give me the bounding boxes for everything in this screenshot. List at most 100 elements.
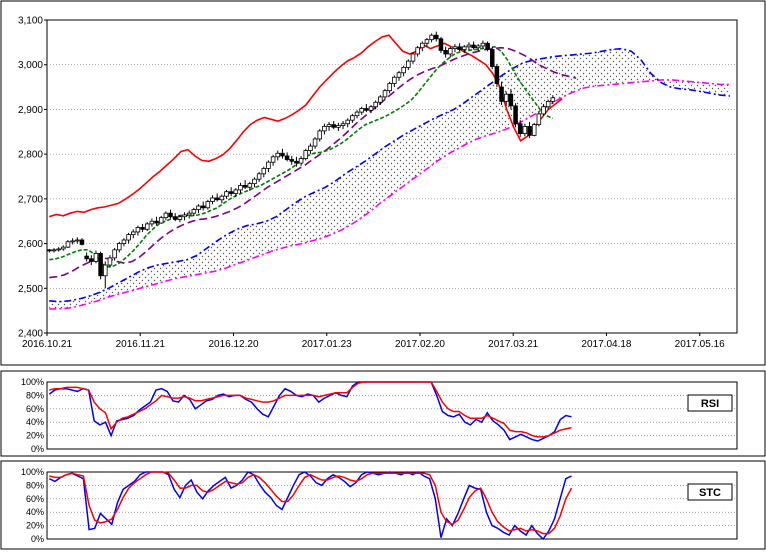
price-y-tick-label: 3,100 bbox=[18, 16, 43, 27]
candle-body bbox=[112, 249, 117, 259]
candle-body bbox=[261, 168, 267, 175]
candle-body bbox=[513, 105, 518, 125]
price-x-tick-label: 2016.11.21 bbox=[116, 339, 166, 350]
price-x-tick-label: 2017.03.21 bbox=[488, 339, 538, 350]
rsi-legend-label: RSI bbox=[701, 398, 719, 410]
candle-body bbox=[149, 220, 155, 225]
candle-body bbox=[242, 185, 248, 188]
candle-body bbox=[452, 46, 458, 50]
candle-body bbox=[154, 220, 159, 224]
candle-body bbox=[499, 86, 504, 102]
candle-body bbox=[65, 241, 71, 248]
candle-body bbox=[47, 249, 52, 252]
candle-body bbox=[210, 197, 215, 202]
candle-body bbox=[182, 214, 187, 218]
candle-body bbox=[415, 47, 420, 55]
stc-series-blue-line bbox=[48, 471, 572, 541]
candle-body bbox=[219, 195, 225, 201]
candle-body bbox=[434, 34, 439, 40]
candle-body bbox=[252, 178, 257, 185]
stc-y-tick-label: 80% bbox=[26, 480, 44, 490]
candle-body bbox=[527, 126, 532, 136]
candle-body bbox=[475, 45, 481, 49]
candle-body bbox=[294, 160, 299, 164]
price-x-tick-label: 2016.10.21 bbox=[22, 339, 72, 350]
candle-body bbox=[205, 201, 211, 209]
price-x-tick-label: 2017.04.18 bbox=[581, 339, 631, 350]
candle-body bbox=[186, 212, 192, 216]
candle-body bbox=[214, 197, 220, 201]
candle-body bbox=[61, 246, 66, 250]
candle-body bbox=[289, 159, 295, 162]
stc-series-red-line bbox=[49, 471, 573, 535]
candle-body bbox=[224, 191, 229, 197]
candle-body bbox=[340, 123, 346, 126]
stc-y-tick-label: 0% bbox=[31, 534, 44, 544]
price-x-ticks: 2016.10.21 2016.11.21 2016.12.20 2017.01.23… bbox=[22, 333, 725, 350]
price-x-tick-label: 2017.05.16 bbox=[675, 339, 725, 350]
cloud-fill bbox=[49, 48, 731, 309]
candle-body bbox=[448, 48, 453, 55]
price-x-tick-label: 2017.02.20 bbox=[395, 339, 445, 350]
candle-body bbox=[517, 123, 523, 134]
rsi-y-tick-label: 60% bbox=[26, 404, 44, 414]
candle-body bbox=[275, 152, 281, 158]
candle-body bbox=[466, 44, 472, 48]
candle-body bbox=[326, 124, 332, 127]
candle-body bbox=[163, 212, 169, 219]
candle-body bbox=[98, 253, 103, 277]
candle-body bbox=[392, 76, 397, 84]
rsi-y-tick-label: 100% bbox=[21, 377, 44, 387]
senkou-span-a-line bbox=[49, 47, 731, 303]
candle-body bbox=[270, 156, 276, 163]
stc-y-tick-label: 20% bbox=[26, 521, 44, 531]
rsi-y-ticks: 0% 20% 40% 60% 80% 100% bbox=[21, 377, 44, 454]
candle-body bbox=[126, 234, 131, 241]
price-plot-area bbox=[46, 19, 738, 334]
candle-body bbox=[531, 124, 537, 136]
candle-body bbox=[350, 115, 355, 121]
price-x-tick-label: 2017.01.23 bbox=[302, 339, 352, 350]
rsi-legend-box bbox=[687, 394, 733, 412]
candle-body bbox=[266, 161, 271, 169]
candle-body bbox=[103, 264, 108, 277]
candle-body bbox=[359, 108, 364, 113]
candle-body bbox=[317, 130, 323, 140]
candle-body bbox=[168, 212, 173, 218]
candle-body bbox=[522, 126, 528, 134]
candle-body bbox=[84, 255, 89, 260]
candle-body bbox=[336, 125, 341, 128]
candle-body bbox=[424, 39, 430, 44]
candle-body bbox=[75, 239, 80, 242]
candle-body bbox=[70, 240, 75, 243]
candle-body bbox=[135, 227, 141, 233]
candle-body bbox=[550, 97, 556, 102]
candle-body bbox=[238, 185, 243, 191]
price-grid bbox=[47, 64, 737, 289]
price-x-tick-label: 2016.12.20 bbox=[208, 339, 258, 350]
rsi-y-tick-label: 0% bbox=[31, 444, 44, 454]
chikou-span-line bbox=[49, 34, 563, 218]
candle-body bbox=[480, 42, 486, 47]
candle-body bbox=[284, 155, 290, 160]
candle-body bbox=[406, 60, 411, 68]
candle-body bbox=[116, 243, 122, 251]
candle-body bbox=[345, 119, 350, 125]
candle-body bbox=[401, 66, 406, 74]
senkou-span-b-line bbox=[49, 79, 730, 310]
candle-body bbox=[79, 239, 85, 245]
candle-body bbox=[196, 205, 201, 210]
candle-body bbox=[410, 53, 416, 62]
candle-body bbox=[256, 173, 262, 180]
candle-body bbox=[485, 42, 490, 50]
stc-y-tick-label: 60% bbox=[26, 494, 44, 504]
candle-body bbox=[396, 72, 402, 78]
candlesticks bbox=[47, 31, 556, 289]
rsi-y-tick-label: 80% bbox=[26, 390, 44, 400]
rsi-series-red-line bbox=[49, 381, 572, 438]
candle-body bbox=[51, 249, 57, 252]
candle-body bbox=[354, 111, 360, 117]
candle-body bbox=[121, 239, 127, 244]
candle-body bbox=[107, 257, 113, 266]
